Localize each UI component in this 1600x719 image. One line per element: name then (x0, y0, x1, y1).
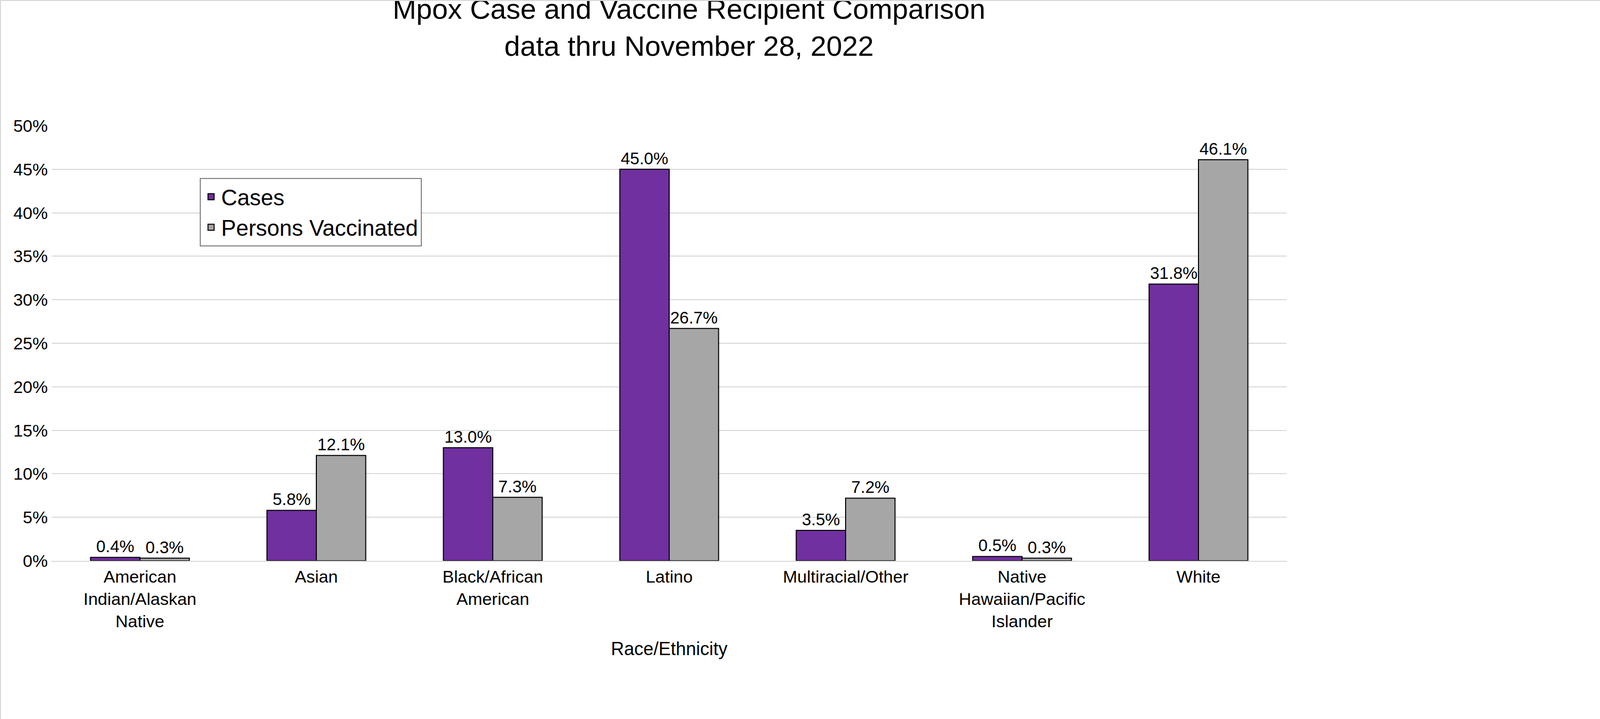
svg-text:Race/Ethnicity: Race/Ethnicity (610, 638, 728, 660)
svg-text:5%: 5% (22, 507, 48, 527)
svg-text:0.5%: 0.5% (978, 535, 1017, 555)
svg-text:Persons Vaccinated: Persons Vaccinated (221, 215, 418, 241)
svg-text:31.8%: 31.8% (1149, 263, 1198, 283)
svg-text:Cases: Cases (221, 185, 285, 210)
svg-text:White: White (1176, 566, 1221, 587)
svg-text:Black/AfricanAmerican: Black/AfricanAmerican (442, 566, 543, 609)
svg-text:30%: 30% (13, 289, 48, 310)
svg-text:15%: 15% (13, 420, 48, 441)
svg-text:Mpox Case and Vaccine Recipien: Mpox Case and Vaccine Recipient Comparis… (392, 1, 986, 62)
svg-text:25%: 25% (13, 333, 48, 353)
svg-text:12.1%: 12.1% (317, 434, 366, 454)
svg-text:7.3%: 7.3% (498, 477, 537, 496)
svg-text:0.4%: 0.4% (96, 536, 135, 556)
svg-text:7.2%: 7.2% (851, 477, 890, 497)
svg-text:40%: 40% (13, 203, 48, 223)
svg-text:3.5%: 3.5% (802, 510, 841, 529)
svg-text:46.1%: 46.1% (1199, 139, 1248, 159)
svg-text:10%: 10% (13, 463, 48, 484)
svg-text:0%: 0% (22, 551, 48, 571)
svg-text:5.8%: 5.8% (272, 489, 311, 509)
svg-text:0.3%: 0.3% (145, 537, 184, 557)
svg-text:26.7%: 26.7% (670, 308, 718, 327)
svg-text:13.0%: 13.0% (444, 427, 492, 447)
svg-text:0.3%: 0.3% (1027, 537, 1066, 557)
svg-text:35%: 35% (13, 246, 48, 266)
svg-text:Asian: Asian (294, 566, 338, 587)
svg-text:Latino: Latino (645, 566, 694, 587)
svg-text:Multiracial/Other: Multiracial/Other (782, 566, 909, 587)
svg-text:NativeHawaiian/PacificIslander: NativeHawaiian/PacificIslander (958, 566, 1085, 631)
svg-text:20%: 20% (13, 377, 48, 397)
svg-text:50%: 50% (13, 116, 48, 136)
svg-text:AmericanIndian/AlaskanNative: AmericanIndian/AlaskanNative (83, 566, 197, 631)
svg-text:45%: 45% (13, 159, 48, 179)
svg-text:45.0%: 45.0% (620, 149, 669, 168)
